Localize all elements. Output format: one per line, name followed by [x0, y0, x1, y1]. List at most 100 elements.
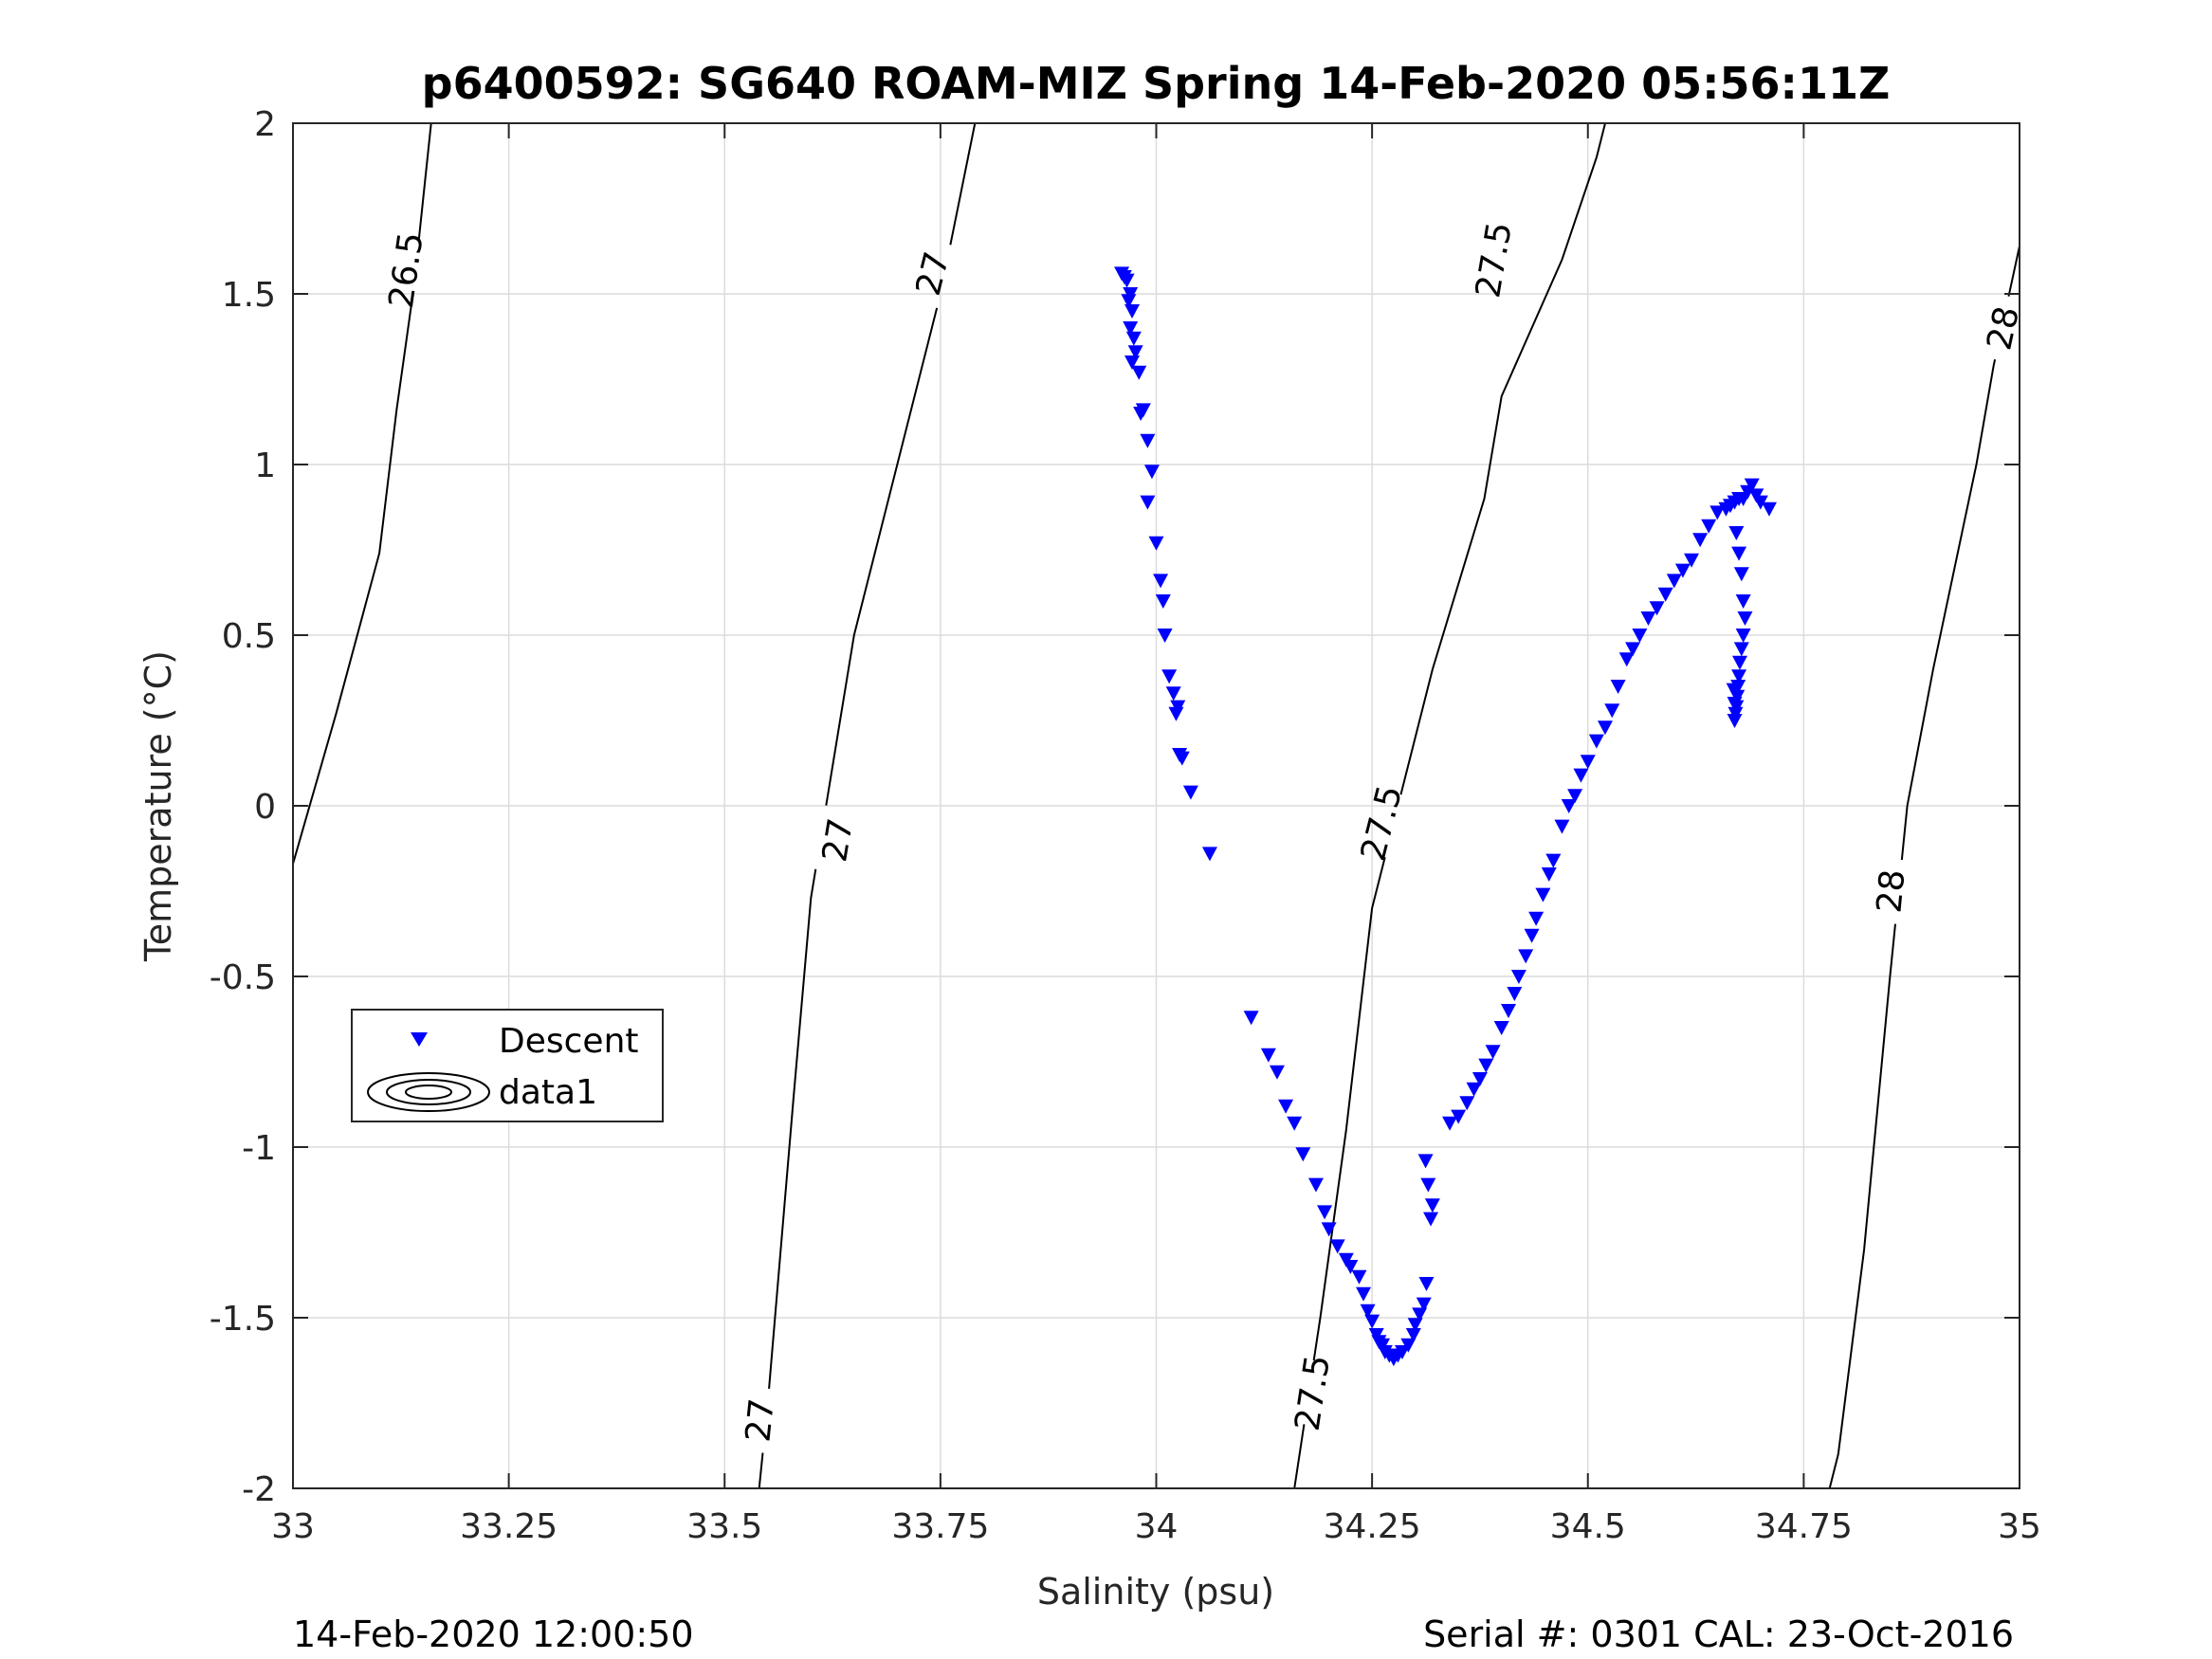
- descent-point: [1153, 574, 1169, 589]
- descent-point: [1412, 1307, 1428, 1322]
- contour-label: 28: [1870, 867, 1912, 914]
- descent-point: [1133, 407, 1149, 421]
- descent-point: [1640, 611, 1656, 626]
- legend: Descent data1: [351, 1009, 664, 1122]
- descent-point: [1201, 847, 1217, 862]
- descent-point: [1701, 519, 1717, 534]
- y-tick-label: -2: [242, 1470, 276, 1509]
- y-axis-label: Temperature (°C): [137, 650, 179, 962]
- descent-point: [1597, 720, 1613, 736]
- descent-point: [1625, 642, 1641, 657]
- descent-point: [1442, 1116, 1458, 1131]
- legend-contour-icon: [367, 1072, 490, 1112]
- descent-point: [1649, 601, 1665, 616]
- descent-point: [1737, 611, 1753, 626]
- descent-point: [1588, 734, 1604, 749]
- x-tick-label: 33: [271, 1507, 315, 1546]
- descent-point: [1260, 1048, 1276, 1063]
- descent-point: [1485, 1045, 1501, 1060]
- descent-point: [1155, 594, 1171, 609]
- descent-point: [1416, 1297, 1432, 1312]
- descent-point: [1364, 1314, 1380, 1329]
- descent-point: [1510, 970, 1526, 984]
- descent-point: [1269, 1065, 1285, 1080]
- descent-point: [1161, 669, 1178, 684]
- descent-point: [1632, 629, 1648, 643]
- x-tick-label: 33.5: [686, 1507, 762, 1546]
- descent-point: [1524, 928, 1540, 943]
- descent-point: [1752, 495, 1768, 510]
- descent-point: [1351, 1269, 1367, 1285]
- x-axis-label: Salinity (psu): [1037, 1571, 1274, 1613]
- descent-point: [1295, 1147, 1311, 1162]
- chart-title: p6400592: SG640 ROAM-MIZ Spring 14-Feb-2…: [422, 58, 1891, 109]
- descent-point: [1423, 1212, 1439, 1227]
- descent-point: [1674, 563, 1691, 578]
- descent-point: [1618, 652, 1635, 667]
- x-tick-label: 35: [1998, 1507, 2041, 1546]
- descent-point: [1518, 949, 1534, 964]
- descent-point: [1610, 680, 1626, 694]
- descent-point: [1329, 1239, 1345, 1254]
- descent-point: [1731, 669, 1747, 684]
- descent-point: [1666, 574, 1682, 589]
- y-tick-label: 0: [254, 788, 276, 827]
- descent-point: [1174, 751, 1190, 766]
- descent-point: [1507, 987, 1523, 1001]
- descent-point: [1356, 1286, 1372, 1302]
- descent-point: [1451, 1109, 1467, 1124]
- descent-point: [1418, 1277, 1435, 1291]
- descent-point: [1493, 1021, 1509, 1035]
- descent-point: [1317, 1205, 1333, 1220]
- descent-point: [1567, 789, 1583, 804]
- descent-point: [1131, 365, 1147, 380]
- contour-label: 27: [739, 1396, 781, 1444]
- descent-point: [1728, 526, 1745, 540]
- descent-point: [1405, 1328, 1421, 1342]
- y-tick-label: -1.5: [210, 1300, 276, 1339]
- descent-point: [1127, 345, 1143, 360]
- legend-label-data1: data1: [499, 1073, 597, 1112]
- descent-point: [1545, 853, 1562, 868]
- descent-point: [1182, 785, 1198, 800]
- descent-point: [1554, 819, 1570, 834]
- descent-point: [1394, 1345, 1410, 1359]
- descent-point: [1278, 1099, 1294, 1114]
- descent-series: [1114, 266, 1777, 1367]
- descent-point: [1420, 1177, 1436, 1193]
- descent-point: [1124, 356, 1141, 370]
- descent-point: [1307, 1177, 1324, 1193]
- footer-timestamp: 14-Feb-2020 12:00:50: [293, 1613, 694, 1655]
- descent-point: [1243, 1011, 1259, 1026]
- descent-point: [1535, 887, 1551, 902]
- density-contour-27: [758, 122, 977, 1489]
- legend-label-descent: Descent: [499, 1022, 639, 1061]
- descent-point: [1119, 273, 1135, 288]
- descent-point: [1287, 1116, 1303, 1131]
- descent-point: [1561, 799, 1577, 813]
- descent-point: [1165, 686, 1181, 702]
- descent-point: [1121, 294, 1137, 309]
- footer-serial-cal: Serial #: 0301 CAL: 23-Oct-2016: [1423, 1613, 2014, 1655]
- descent-point: [1143, 465, 1160, 480]
- descent-point: [1123, 321, 1139, 336]
- y-tick-label: -0.5: [210, 958, 276, 997]
- descent-point: [1472, 1072, 1488, 1086]
- descent-point: [1407, 1318, 1423, 1333]
- descent-point: [1148, 536, 1164, 551]
- descent-point: [1417, 1154, 1434, 1169]
- descent-point: [1321, 1222, 1337, 1237]
- descent-point: [1459, 1096, 1475, 1111]
- descent-point: [1573, 768, 1589, 783]
- descent-point: [1727, 714, 1743, 728]
- descent-point: [1684, 553, 1700, 568]
- x-tick-label: 33.75: [891, 1507, 989, 1546]
- grid: [292, 122, 2020, 1489]
- descent-point: [1360, 1304, 1376, 1319]
- density-contour-28: [1828, 246, 2020, 1489]
- x-tick-label: 34: [1135, 1507, 1179, 1546]
- descent-point: [1500, 1004, 1516, 1018]
- descent-point: [1157, 629, 1173, 643]
- descent-point: [1761, 501, 1777, 517]
- descent-point: [1692, 533, 1709, 548]
